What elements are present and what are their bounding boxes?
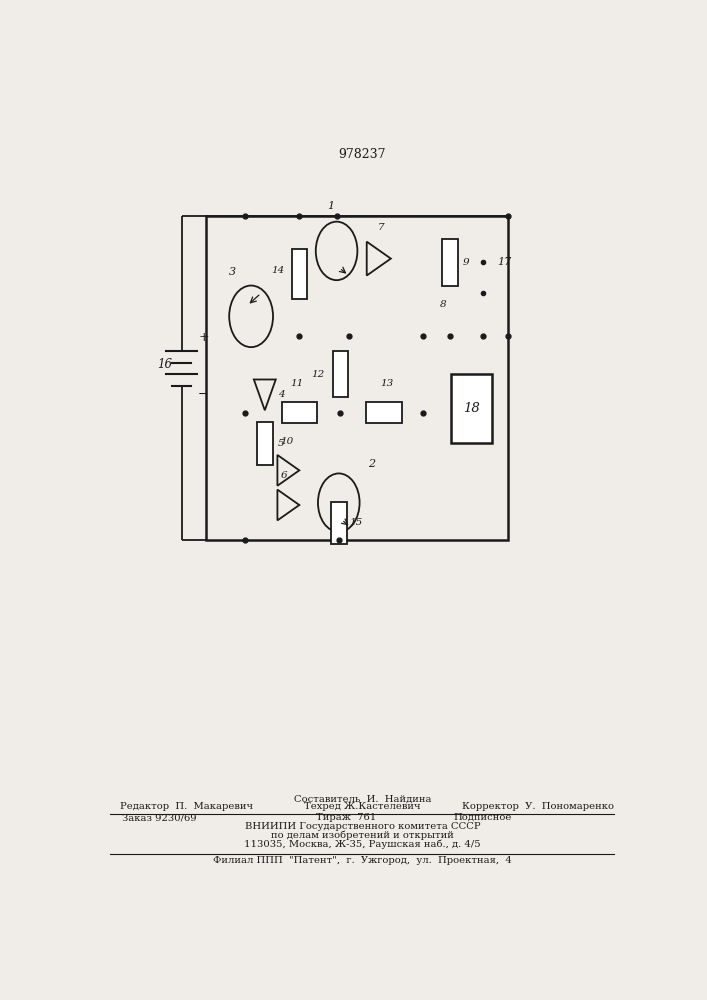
Text: 12: 12 [311, 370, 324, 379]
Text: Заказ 9230/69: Заказ 9230/69 [122, 813, 197, 822]
Bar [206, 216, 508, 540]
Text: 11: 11 [290, 379, 303, 388]
Polygon shape [277, 455, 299, 486]
Text: Корректор  У.  Пономаренко: Корректор У. Пономаренко [462, 802, 614, 811]
Text: Филиал ППП  "Патент",  г.  Ужгород,  ул.  Проектная,  4: Филиал ППП "Патент", г. Ужгород, ул. Про… [213, 856, 512, 865]
Text: 5: 5 [278, 439, 284, 448]
Text: 16: 16 [158, 358, 173, 371]
Text: Составитель  И.  Найдина: Составитель И. Найдина [293, 795, 431, 804]
Text: 15: 15 [350, 518, 363, 527]
Text: 13: 13 [380, 379, 394, 388]
Text: Подписное: Подписное [454, 813, 512, 822]
Bar [333, 351, 348, 397]
Circle shape [316, 222, 358, 280]
Text: ВНИИПИ Государственного комитета СССР: ВНИИПИ Государственного комитета СССР [245, 822, 480, 831]
Text: 8: 8 [440, 300, 447, 309]
Polygon shape [254, 379, 276, 410]
Text: 1: 1 [327, 201, 334, 211]
Text: 978237: 978237 [339, 148, 386, 161]
Polygon shape [367, 242, 391, 276]
Circle shape [318, 473, 360, 532]
Text: 14: 14 [271, 266, 284, 275]
Text: 18: 18 [464, 402, 480, 415]
Text: 17: 17 [498, 257, 512, 267]
Text: 2: 2 [368, 459, 375, 469]
Text: 113035, Москва, Ж-35, Раушская наб., д. 4/5: 113035, Москва, Ж-35, Раушская наб., д. … [244, 839, 481, 849]
Bar [292, 249, 307, 299]
Text: 3: 3 [228, 267, 235, 277]
Text: 10: 10 [281, 437, 294, 446]
Text: +: + [198, 331, 209, 344]
Polygon shape [277, 490, 299, 520]
Bar [451, 374, 493, 443]
Bar [331, 502, 347, 544]
Bar [443, 239, 457, 286]
Text: Техред Ж.Кастелевич: Техред Ж.Кастелевич [304, 802, 421, 811]
Text: Тираж  761: Тираж 761 [316, 813, 376, 822]
Text: 7: 7 [378, 223, 385, 232]
Circle shape [229, 286, 273, 347]
Text: 4: 4 [278, 390, 284, 399]
Text: Редактор  П.  Макаревич: Редактор П. Макаревич [120, 802, 254, 811]
Text: 9: 9 [463, 258, 469, 267]
Bar [366, 402, 402, 423]
Text: по делам изобретений и открытий: по делам изобретений и открытий [271, 831, 454, 840]
Bar [281, 402, 317, 423]
Text: −: − [198, 388, 209, 401]
Text: 6: 6 [281, 471, 287, 480]
Bar [257, 422, 273, 465]
